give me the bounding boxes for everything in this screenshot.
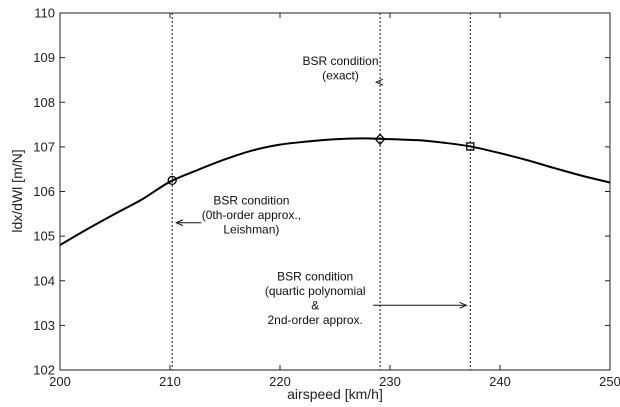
annotation-text: (0th-order approx., <box>202 208 301 222</box>
annotation-text: BSR condition <box>277 269 353 283</box>
annotation-text: 2nd-order approx. <box>268 313 363 327</box>
annotation-text: (exact) <box>322 69 359 83</box>
annotation-text: (quartic polynomial <box>265 284 366 298</box>
y-tick-label: 106 <box>33 184 55 199</box>
y-tick-label: 104 <box>33 273 55 288</box>
y-tick-label: 103 <box>33 318 55 333</box>
y-tick-label: 107 <box>33 139 55 154</box>
y-tick-label: 109 <box>33 50 55 65</box>
annotation-text: BSR condition <box>213 194 289 208</box>
annotation-text: BSR condition <box>302 54 378 68</box>
y-tick-label: 110 <box>34 6 55 21</box>
x-tick-label: 210 <box>159 374 181 389</box>
annotation-text: & <box>311 298 319 312</box>
y-tick-label: 102 <box>33 363 55 378</box>
y-tick-label: 105 <box>33 229 55 244</box>
x-tick-label: 240 <box>489 374 511 389</box>
x-tick-label: 250 <box>599 374 620 389</box>
y-axis-label: ldx/dWl [m/N] <box>9 149 25 232</box>
x-axis-label: airspeed [km/h] <box>287 386 383 402</box>
y-tick-label: 108 <box>33 95 55 110</box>
annotation-text: Leishman) <box>223 223 279 237</box>
